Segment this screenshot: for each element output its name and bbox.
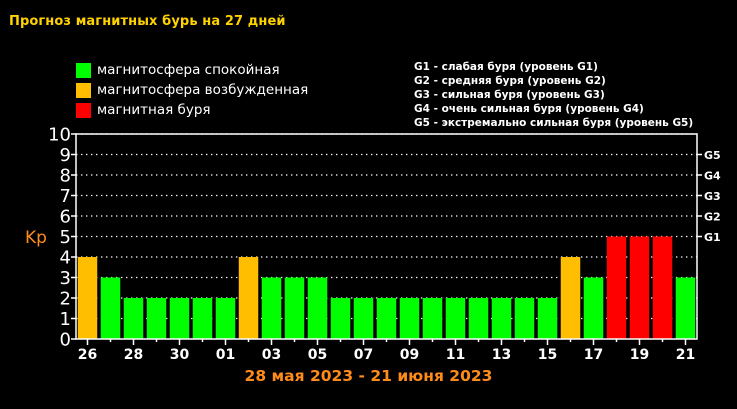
bar xyxy=(100,277,121,339)
storm-level-g2: G2 - средняя буря (уровень G2) xyxy=(414,75,606,87)
bar xyxy=(629,236,650,339)
bar xyxy=(353,298,374,339)
bar xyxy=(77,257,98,339)
bar xyxy=(468,298,489,339)
bar xyxy=(606,236,627,339)
bar xyxy=(169,298,190,339)
y-tick-label: 3 xyxy=(60,268,71,289)
date-range: 28 мая 2023 - 21 июня 2023 xyxy=(244,367,493,385)
bar xyxy=(123,298,144,339)
legend-label-quiet: магнитосфера спокойная xyxy=(97,62,280,78)
x-tick-label: 01 xyxy=(216,347,235,363)
bar xyxy=(491,298,512,339)
x-tick-label: 13 xyxy=(492,347,511,363)
bar xyxy=(330,298,351,339)
legend-label-storm: магнитная буря xyxy=(97,102,211,118)
x-tick-label: 26 xyxy=(78,347,97,363)
storm-level-g5: G5 - экстремально сильная буря (уровень … xyxy=(414,117,694,129)
storm-level-legend: G1 - слабая буря (уровень G1) G2 - средн… xyxy=(414,60,693,130)
x-tick-label: 05 xyxy=(308,347,327,363)
bar xyxy=(307,277,328,339)
x-tick-label: 19 xyxy=(630,347,649,363)
storm-level-g4: G4 - очень сильная буря (уровень G4) xyxy=(414,103,644,115)
g-level-tick-label: G3 xyxy=(704,190,721,203)
bar xyxy=(261,277,282,339)
y-axis-label: Kp xyxy=(25,228,47,248)
x-tick-label: 15 xyxy=(538,347,557,363)
bar xyxy=(445,298,466,339)
bar xyxy=(583,277,604,339)
g-level-tick-label: G1 xyxy=(704,231,721,244)
bar xyxy=(284,277,305,339)
bar xyxy=(652,236,673,339)
g-level-tick-label: G4 xyxy=(704,170,721,183)
x-tick-label: 09 xyxy=(400,347,419,363)
bar xyxy=(146,298,167,339)
bar xyxy=(238,257,259,339)
y-tick-label: 5 xyxy=(60,227,71,248)
bar xyxy=(514,298,535,339)
y-tick-label: 0 xyxy=(60,330,71,351)
bar xyxy=(537,298,558,339)
y-tick-label: 4 xyxy=(60,248,71,269)
legend-swatch-quiet xyxy=(76,63,91,78)
x-tick-label: 11 xyxy=(446,347,465,363)
y-tick-label: 8 xyxy=(60,166,71,187)
y-tick-label: 7 xyxy=(60,186,71,207)
storm-level-g3: G3 - сильная буря (уровень G3) xyxy=(414,89,605,101)
x-tick-label: 21 xyxy=(676,347,695,363)
g-level-tick-label: G5 xyxy=(704,149,721,162)
x-tick-label: 07 xyxy=(354,347,373,363)
bar xyxy=(215,298,236,339)
x-tick-label: 30 xyxy=(170,347,190,363)
g-level-tick-label: G2 xyxy=(704,211,721,224)
x-tick-label: 28 xyxy=(124,347,143,363)
legend-swatch-storm xyxy=(76,103,91,118)
y-tick-label: 9 xyxy=(60,145,71,166)
chart-title: Прогноз магнитных бурь на 27 дней xyxy=(9,14,286,29)
x-tick-label: 17 xyxy=(584,347,603,363)
legend-swatch-active xyxy=(76,83,91,98)
bar xyxy=(560,257,581,339)
bar xyxy=(192,298,213,339)
bar xyxy=(422,298,443,339)
x-tick-label: 03 xyxy=(262,347,281,363)
bar xyxy=(376,298,397,339)
y-tick-label: 1 xyxy=(60,309,71,330)
y-tick-label: 2 xyxy=(60,289,71,310)
storm-level-g1: G1 - слабая буря (уровень G1) xyxy=(414,61,598,73)
bar xyxy=(675,277,696,339)
bar xyxy=(399,298,420,339)
legend-label-active: магнитосфера возбужденная xyxy=(97,82,309,98)
y-tick-label: 10 xyxy=(48,125,71,146)
y-tick-label: 6 xyxy=(60,207,71,228)
